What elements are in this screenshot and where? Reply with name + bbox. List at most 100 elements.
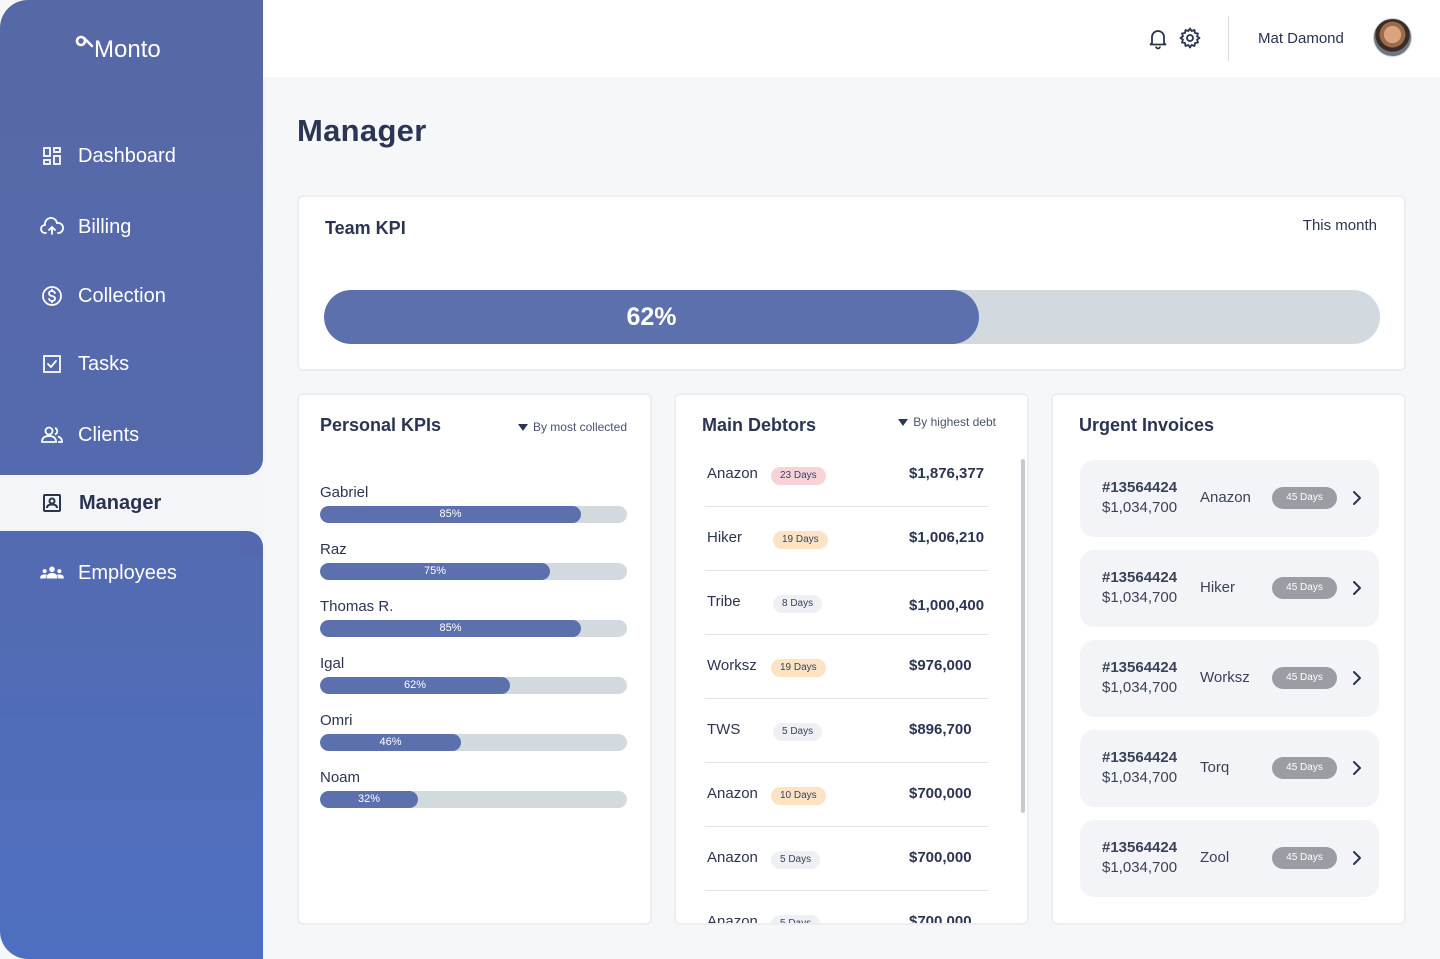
invoice-amount: $1,034,700 xyxy=(1102,679,1178,696)
gear-icon[interactable] xyxy=(1178,26,1202,50)
chevron-right-icon[interactable] xyxy=(1350,578,1364,598)
invoice-number: #13564424 xyxy=(1102,479,1178,496)
days-overdue-badge: 5 Days xyxy=(771,915,821,923)
team-kpi-title: Team KPI xyxy=(325,218,406,238)
debtor-row[interactable]: Tribe 8 Days $1,000,400 xyxy=(705,571,988,635)
debtor-row[interactable]: Anazon 23 Days $1,876,377 xyxy=(705,443,988,507)
sidebar-item-collection[interactable]: Collection xyxy=(0,276,263,316)
invoice-item[interactable]: #13564424 $1,034,700 Zool 45 Days xyxy=(1080,820,1379,897)
invoice-item[interactable]: #13564424 $1,034,700 Torq 45 Days xyxy=(1080,730,1379,807)
main-debtors-card: Main Debtors By highest debt Anazon 23 Da… xyxy=(674,393,1029,925)
dashboard-icon xyxy=(40,144,64,168)
debtor-row[interactable]: Anazon 5 Days $700,000 xyxy=(705,827,988,891)
chevron-right-icon[interactable] xyxy=(1350,758,1364,778)
debt-amount: $976,000 xyxy=(909,657,972,674)
days-overdue-badge: 45 Days xyxy=(1272,577,1337,599)
sidebar-item-manager[interactable]: Manager xyxy=(0,475,263,531)
urgent-invoices-title: Urgent Invoices xyxy=(1079,415,1215,435)
invoice-number: #13564424 xyxy=(1102,659,1178,676)
kpi-progress-track: 85% xyxy=(320,506,627,523)
debtor-name: Anazon xyxy=(707,465,758,482)
debt-amount: $1,000,400 xyxy=(909,597,985,614)
days-overdue-badge: 19 Days xyxy=(771,659,826,677)
debtor-row[interactable]: Anazon 5 Days $700,000 xyxy=(705,891,988,925)
invoice-amount: $1,034,700 xyxy=(1102,499,1178,516)
personal-kpis-title: Personal KPIs xyxy=(320,415,442,435)
kpi-row: Thomas R. 85% xyxy=(320,598,629,637)
debtor-row[interactable]: TWS 5 Days $896,700 xyxy=(705,699,988,763)
kpi-row: Raz 75% xyxy=(320,541,629,580)
debtor-row[interactable]: Worksz 19 Days $976,000 xyxy=(705,635,988,699)
kpi-row: Omri 46% xyxy=(320,712,629,751)
active-tab-curve-top xyxy=(240,451,263,475)
days-overdue-badge: 45 Days xyxy=(1272,757,1337,779)
caret-down-icon xyxy=(517,423,528,431)
invoice-number: #13564424 xyxy=(1102,839,1178,856)
urgent-invoices-card: Urgent Invoices #13564424 $1,034,700 Anazo… xyxy=(1051,393,1406,925)
kpi-employee-name: Gabriel xyxy=(320,484,369,501)
scrollbar-thumb[interactable] xyxy=(1021,459,1025,813)
kpi-progress-fill xyxy=(320,677,510,694)
kpi-percent: 62% xyxy=(403,679,427,691)
kpi-row: Igal 62% xyxy=(320,655,629,694)
app-logo[interactable]: Monto xyxy=(74,35,161,64)
active-tab-curve-bottom xyxy=(240,531,263,555)
sidebar-item-employees[interactable]: Employees xyxy=(0,553,263,593)
sidebar-item-label: Employees xyxy=(78,561,177,584)
kpi-employee-name: Raz xyxy=(320,541,347,558)
caret-down-icon xyxy=(898,418,909,426)
kpi-percent: 46% xyxy=(379,736,402,748)
kpi-percent: 85% xyxy=(439,622,462,634)
kpi-percent: 85% xyxy=(439,508,462,520)
debt-amount: $700,000 xyxy=(909,849,972,866)
kpi-percent: 75% xyxy=(423,565,447,577)
kpi-progress-track: 75% xyxy=(320,563,627,580)
days-overdue-badge: 45 Days xyxy=(1272,667,1337,689)
sort-dropdown[interactable]: By highest debt xyxy=(898,415,996,429)
header-divider xyxy=(1228,16,1229,61)
kpi-employee-name: Noam xyxy=(320,769,361,786)
days-overdue-badge: 5 Days xyxy=(771,851,821,869)
chevron-right-icon[interactable] xyxy=(1350,488,1364,508)
kpi-employee-name: Igal xyxy=(320,655,345,672)
debtor-name: TWS xyxy=(707,721,741,738)
sidebar-item-dashboard[interactable]: Dashboard xyxy=(0,136,263,176)
checkbox-icon xyxy=(40,352,64,376)
sidebar-item-clients[interactable]: Clients xyxy=(0,415,263,455)
debtor-row[interactable]: Hiker 19 Days $1,006,210 xyxy=(705,507,988,571)
chevron-right-icon[interactable] xyxy=(1350,848,1364,868)
debtor-name: Anazon xyxy=(707,913,758,925)
invoice-company: Hiker xyxy=(1200,579,1236,596)
sidebar-item-label: Billing xyxy=(78,215,132,238)
sort-dropdown[interactable]: By most collected xyxy=(517,420,627,434)
team-kpi-progress-fill xyxy=(324,290,979,344)
invoice-item[interactable]: #13564424 $1,034,700 Hiker 45 Days xyxy=(1080,550,1379,627)
kpi-progress-track: 62% xyxy=(320,677,627,694)
period-selector[interactable]: This month xyxy=(1302,217,1377,234)
avatar[interactable] xyxy=(1373,18,1412,57)
kpi-progress-track: 85% xyxy=(320,620,627,637)
debtor-row[interactable]: Anazon 10 Days $700,000 xyxy=(705,763,988,827)
kpi-progress-fill xyxy=(320,506,581,523)
invoice-item[interactable]: #13564424 $1,034,700 Worksz 45 Days xyxy=(1080,640,1379,717)
sidebar-item-tasks[interactable]: Tasks xyxy=(0,344,263,384)
sidebar-item-billing[interactable]: Billing xyxy=(0,207,263,247)
debtor-name: Worksz xyxy=(707,657,757,674)
users-icon xyxy=(40,423,64,447)
days-overdue-badge: 8 Days xyxy=(773,595,823,613)
page-title: Manager xyxy=(297,113,427,148)
kpi-progress-track: 46% xyxy=(320,734,627,751)
kpi-progress-fill xyxy=(320,563,550,580)
user-name[interactable]: Mat Damond xyxy=(1258,30,1344,47)
team-kpi-progress-track: 62% xyxy=(324,290,1380,344)
kpi-progress-fill xyxy=(320,734,461,751)
bell-icon[interactable] xyxy=(1146,26,1170,50)
kpi-progress-fill xyxy=(320,791,418,808)
debt-amount: $700,000 xyxy=(909,913,972,925)
sidebar-item-label: Manager xyxy=(79,491,162,514)
invoice-item[interactable]: #13564424 $1,034,700 Anazon 45 Days xyxy=(1080,460,1379,537)
debt-amount: $1,006,210 xyxy=(909,529,985,546)
debtor-name: Hiker xyxy=(707,529,743,546)
chevron-right-icon[interactable] xyxy=(1350,668,1364,688)
days-overdue-badge: 5 Days xyxy=(773,723,823,741)
